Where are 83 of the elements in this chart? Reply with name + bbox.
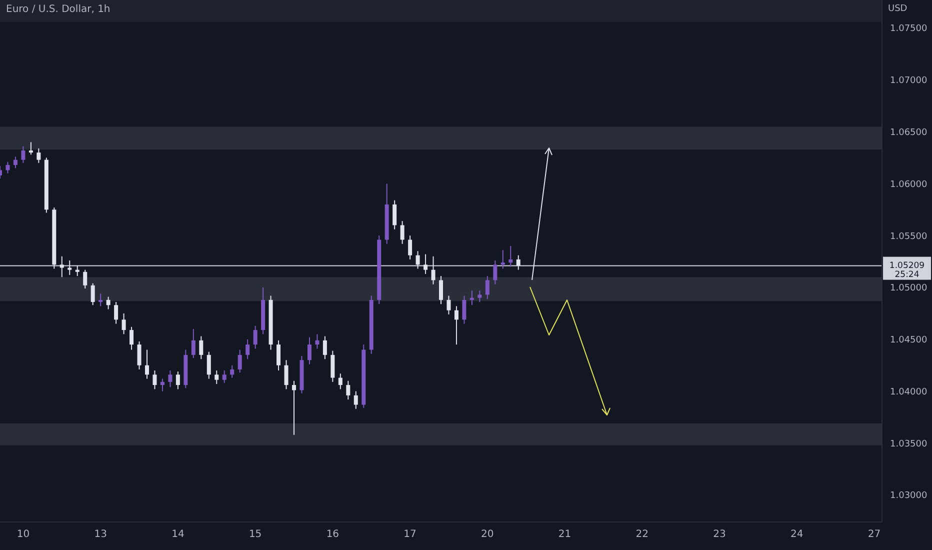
candlestick <box>253 325 258 350</box>
candlestick <box>114 301 118 324</box>
candlestick <box>122 312 126 335</box>
candlestick <box>392 200 397 230</box>
x-tick-label: 23 <box>713 529 726 540</box>
candlestick <box>439 276 443 305</box>
candlestick <box>106 296 110 310</box>
candlestick <box>230 364 234 378</box>
candlestick <box>462 295 466 324</box>
x-tick-label: 24 <box>790 529 804 540</box>
candlestick <box>90 282 95 306</box>
x-tick-label: 27 <box>868 529 881 540</box>
chart-title: Euro / U.S. Dollar, 1h <box>6 4 110 15</box>
candlestick <box>28 142 33 156</box>
candlestick <box>145 349 149 380</box>
y-tick-label: 1.07000 <box>890 76 928 86</box>
candlestick <box>152 370 157 390</box>
x-tick-label: 15 <box>248 529 262 540</box>
candlestick <box>21 146 26 164</box>
ref-line-label: 1.05209 <box>889 260 925 271</box>
candlestick <box>330 350 335 382</box>
x-tick-label: 20 <box>481 529 494 540</box>
y-tick-label: 1.06000 <box>890 180 928 190</box>
candlestick <box>470 290 474 306</box>
x-tick-label: 22 <box>636 529 649 540</box>
x-tick-label: 21 <box>558 529 572 540</box>
candlestick <box>408 235 412 260</box>
candlestick <box>454 306 458 346</box>
candlestick <box>191 328 196 359</box>
candlestick <box>493 260 498 285</box>
candlestick <box>68 260 72 276</box>
candlestick <box>354 390 358 410</box>
x-tick-label: 17 <box>404 529 416 540</box>
y-axis-title: USD <box>888 4 908 14</box>
candlestick <box>516 254 520 270</box>
candlestick <box>338 373 342 390</box>
y-tick-label: 1.07500 <box>890 24 928 34</box>
x-tick-label: 13 <box>94 529 107 540</box>
candlestick <box>307 336 312 365</box>
candlestick <box>478 290 482 302</box>
x-tick-label: 16 <box>326 529 340 540</box>
candlestick <box>322 336 327 360</box>
y-tick-label: 1.05500 <box>890 232 928 242</box>
candlestick <box>485 276 490 300</box>
candlestick <box>60 256 64 278</box>
x-tick-label: 14 <box>172 529 184 540</box>
y-tick-label: 1.03000 <box>890 491 928 502</box>
text: 25:24 <box>894 270 920 280</box>
y-tick-label: 1.05000 <box>890 284 928 294</box>
candlestick <box>400 220 404 244</box>
candlestick <box>416 250 420 270</box>
candlestick <box>168 370 172 388</box>
candlestick <box>346 380 350 400</box>
candlestick <box>508 245 513 268</box>
y-tick-label: 1.04500 <box>890 336 928 346</box>
candlestick <box>238 349 242 374</box>
candlestick <box>13 156 18 169</box>
candlestick <box>160 378 164 392</box>
candlestick <box>206 351 211 380</box>
candlestick <box>137 340 142 370</box>
candlestick <box>83 269 88 289</box>
candlestick <box>130 326 134 350</box>
y-tick-label: 1.04000 <box>890 387 928 398</box>
candlestick <box>292 380 296 436</box>
candlestick <box>222 370 226 384</box>
candlestick <box>199 336 204 360</box>
x-tick-label: 10 <box>16 529 30 540</box>
candlestick <box>176 371 180 390</box>
candlestick <box>424 254 428 274</box>
candlestick <box>75 265 80 277</box>
candlestick <box>246 338 250 360</box>
candlestick <box>214 370 219 384</box>
candlestick <box>500 250 505 270</box>
y-tick-label: 1.06500 <box>890 128 928 138</box>
y-tick-label: 1.03500 <box>890 439 928 450</box>
candlestick <box>284 360 288 390</box>
candlestick <box>98 293 103 307</box>
candlestick <box>446 295 451 315</box>
candlestick <box>6 161 10 174</box>
candlestick <box>36 148 41 164</box>
candlestick <box>315 334 320 350</box>
candlestick <box>276 340 281 371</box>
candlestick <box>431 256 436 285</box>
